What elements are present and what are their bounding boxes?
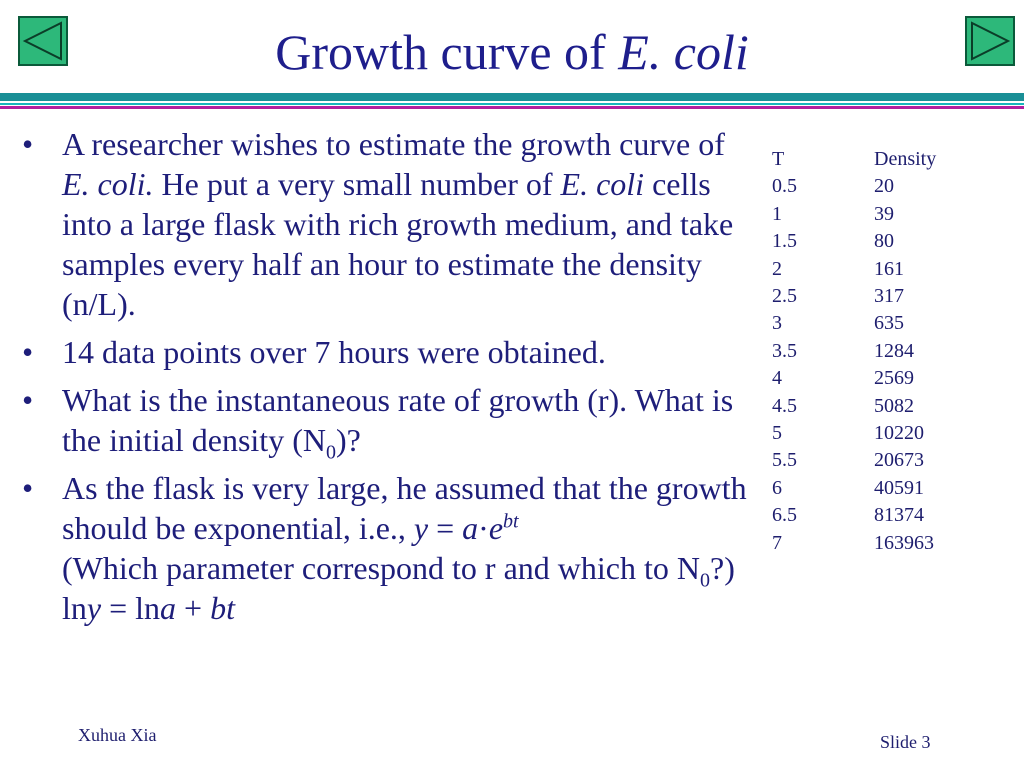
header-t: T xyxy=(772,148,785,170)
bullet-item-1: • A researcher wishes to estimate the gro… xyxy=(20,124,750,324)
cell-time: 4 xyxy=(772,367,782,390)
bullet-marker: • xyxy=(22,382,34,418)
math-operator: = xyxy=(428,510,463,546)
cell-density: 20 xyxy=(874,175,894,198)
table-row: 3 635 xyxy=(772,310,936,337)
text-segment: cells into a large flask with rich growt… xyxy=(62,166,734,322)
triangle-right-icon xyxy=(971,21,1011,61)
superscript: bt xyxy=(503,510,519,533)
cell-density: 317 xyxy=(874,285,904,308)
cell-time: 2 xyxy=(772,257,782,280)
bullet-item-2: • 14 data points over 7 hours were obtain… xyxy=(20,332,750,372)
text-segment: (Which parameter correspond to r and whi… xyxy=(62,550,700,586)
cell-time: 1 xyxy=(772,202,782,225)
table-row: 6.5 81374 xyxy=(772,502,936,529)
italic-segment: E. coli xyxy=(560,166,645,202)
text-segment: As the flask is very large, he assumed t… xyxy=(62,470,747,546)
text-segment: A researcher wishes to estimate the grow… xyxy=(62,126,725,162)
title-main: Growth curve of xyxy=(275,24,619,80)
title-divider xyxy=(0,93,1024,101)
title-divider-gap xyxy=(0,101,1024,103)
text-segment: 14 data points over 7 hours were obtaine… xyxy=(62,334,606,370)
next-slide-button[interactable] xyxy=(965,16,1015,66)
cell-density: 40591 xyxy=(874,476,924,499)
header-density: Density xyxy=(874,148,937,170)
cell-density: 5082 xyxy=(874,394,914,417)
cell-density: 10220 xyxy=(874,422,924,445)
table-row: 3.5 1284 xyxy=(772,338,936,365)
subscript: 0 xyxy=(325,441,336,464)
cell-time: 1.5 xyxy=(772,230,797,253)
cell-time: 0.5 xyxy=(772,175,797,198)
table-row: 1.5 80 xyxy=(772,228,936,255)
bullet-item-4: • As the flask is very large, he assumed … xyxy=(20,468,750,628)
table-row: 1 39 xyxy=(772,201,936,228)
cell-density: 20673 xyxy=(874,449,924,472)
cell-time: 4.5 xyxy=(772,394,797,417)
math-variable: a xyxy=(160,590,177,626)
cell-time: 5 xyxy=(772,422,782,445)
math-variable: bt xyxy=(210,590,235,626)
cell-time: 2.5 xyxy=(772,285,797,308)
cell-density: 39 xyxy=(874,202,894,225)
triangle-left-icon xyxy=(22,21,62,61)
cell-density: 1284 xyxy=(874,339,914,362)
title-italic: E. coli xyxy=(618,24,749,80)
math-variable: e xyxy=(488,510,504,546)
table-row: 2.5 317 xyxy=(772,283,936,310)
table-row: 2 161 xyxy=(772,256,936,283)
title-divider-light xyxy=(0,103,1024,105)
text-segment: ?) xyxy=(709,550,735,586)
bullet-marker: • xyxy=(22,334,34,370)
slide-number: Slide 3 xyxy=(880,732,931,752)
previous-slide-button[interactable] xyxy=(18,16,68,66)
cell-time: 3 xyxy=(772,312,782,335)
math-operator: · xyxy=(478,510,489,546)
cell-time: 6.5 xyxy=(772,504,797,527)
text-segment: )? xyxy=(335,422,361,458)
footer-author: Xuhua Xia xyxy=(78,725,157,745)
math-function: ln xyxy=(62,590,87,626)
math-variable: a xyxy=(462,510,479,546)
bullet-item-3: • What is the instantaneous rate of growt… xyxy=(20,380,750,464)
cell-density: 80 xyxy=(874,230,894,253)
cell-time: 7 xyxy=(772,531,782,554)
cell-density: 81374 xyxy=(874,504,924,527)
table-header-row: T Density xyxy=(772,146,936,173)
math-variable: y xyxy=(413,510,429,546)
table-row: 4 2569 xyxy=(772,365,936,392)
cell-time: 3.5 xyxy=(772,339,797,362)
table-row: 6 40591 xyxy=(772,475,936,502)
cell-density: 161 xyxy=(874,257,904,280)
cell-density: 2569 xyxy=(874,367,914,390)
table-row: 5 10220 xyxy=(772,420,936,447)
bullet-marker: • xyxy=(22,470,34,506)
table-row: 4.5 5082 xyxy=(772,393,936,420)
math-operator: + xyxy=(176,590,211,626)
math-function: = ln xyxy=(101,590,161,626)
text-segment: He put a very small number of xyxy=(153,166,561,202)
cell-time: 5.5 xyxy=(772,449,797,472)
math-variable: y xyxy=(86,590,102,626)
bullet-list: • A researcher wishes to estimate the gro… xyxy=(20,124,750,636)
title-divider-magenta xyxy=(0,106,1024,109)
cell-density: 635 xyxy=(874,312,904,335)
density-table: T Density 0.5 20 1 39 1.5 80 2 161 2.5 317 3 635 3.5… xyxy=(772,146,936,557)
text-segment: What is the instantaneous rate of growth… xyxy=(62,382,734,458)
cell-time: 6 xyxy=(772,476,782,499)
slide-title: Growth curve of E. coli xyxy=(0,22,1024,82)
table-row: 5.5 20673 xyxy=(772,447,936,474)
bullet-marker: • xyxy=(22,126,34,162)
italic-segment: E. coli. xyxy=(62,166,154,202)
table-row: 7 163963 xyxy=(772,530,936,557)
table-row: 0.5 20 xyxy=(772,173,936,200)
subscript: 0 xyxy=(699,569,710,592)
cell-density: 163963 xyxy=(874,531,934,554)
